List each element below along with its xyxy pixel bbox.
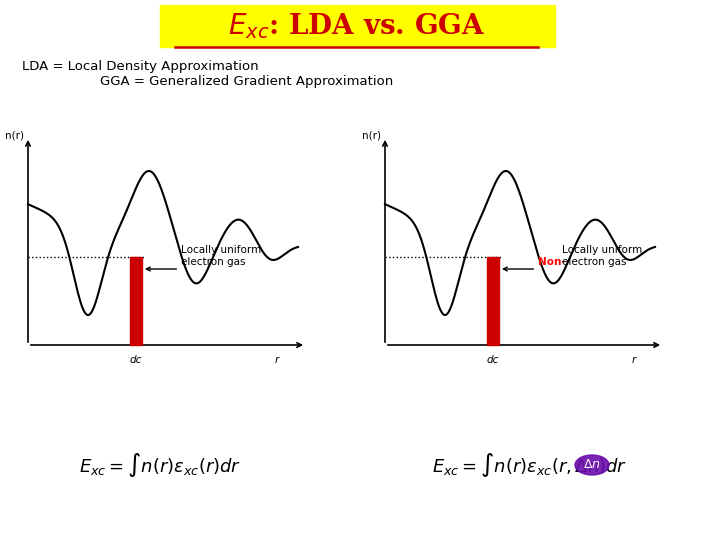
- Text: dc: dc: [130, 355, 142, 365]
- Text: n(r): n(r): [362, 130, 381, 140]
- Text: $E_{xc} = \int n(r)\varepsilon_{xc}(r,\Delta n)dr$: $E_{xc} = \int n(r)\varepsilon_{xc}(r,\D…: [433, 451, 628, 479]
- Text: r: r: [631, 355, 636, 365]
- FancyBboxPatch shape: [160, 5, 555, 47]
- Text: Non-: Non-: [539, 257, 566, 267]
- Text: $\Delta n$: $\Delta n$: [583, 458, 600, 471]
- Text: Locally uniform
electron gas: Locally uniform electron gas: [562, 245, 642, 267]
- Ellipse shape: [575, 455, 609, 475]
- Text: $E_{xc} = \int n(r)\varepsilon_{xc}(r)dr$: $E_{xc} = \int n(r)\varepsilon_{xc}(r)dr…: [79, 451, 241, 479]
- Text: $\mathit{E_{xc}}$: LDA vs. GGA: $\mathit{E_{xc}}$: LDA vs. GGA: [228, 11, 486, 41]
- Text: r: r: [274, 355, 279, 365]
- Bar: [130, 257, 142, 345]
- Text: Locally uniform
electron gas: Locally uniform electron gas: [181, 245, 261, 267]
- Text: GGA = Generalized Gradient Approximation: GGA = Generalized Gradient Approximation: [100, 75, 393, 88]
- Text: dc: dc: [487, 355, 499, 365]
- Text: n(r): n(r): [5, 130, 24, 140]
- Bar: [487, 257, 499, 345]
- Text: LDA = Local Density Approximation: LDA = Local Density Approximation: [22, 60, 258, 73]
